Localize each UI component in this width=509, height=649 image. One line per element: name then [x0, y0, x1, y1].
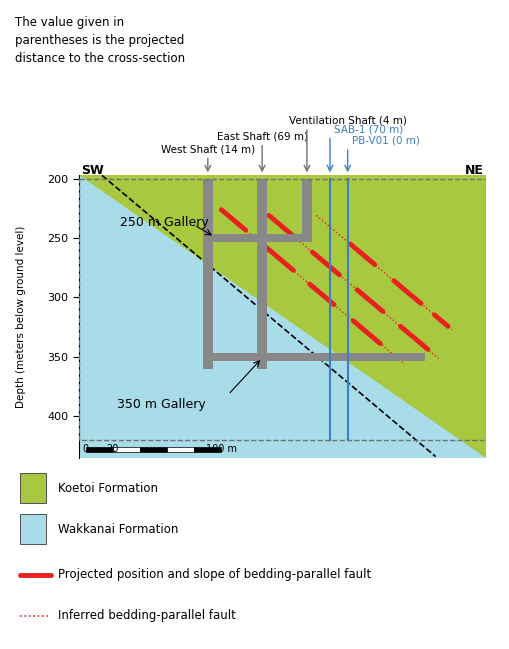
Text: East Shaft (69 m): East Shaft (69 m) [217, 131, 307, 141]
Text: 100 m: 100 m [206, 444, 237, 454]
Text: The value given in
parentheses is the projected
distance to the cross-section: The value given in parentheses is the pr… [15, 16, 185, 66]
Text: Koetoi Formation: Koetoi Formation [59, 482, 158, 495]
Bar [140, 447, 167, 452]
Text: Wakkanai Formation: Wakkanai Formation [59, 522, 179, 535]
Text: PB-V01 (0 m): PB-V01 (0 m) [352, 136, 419, 145]
Bar [203, 352, 425, 361]
Text: SAB-1 (70 m): SAB-1 (70 m) [334, 125, 403, 134]
Text: SW: SW [81, 164, 104, 177]
Text: Projected position and slope of bedding-parallel fault: Projected position and slope of bedding-… [59, 568, 372, 582]
Y-axis label: Depth (meters below ground level): Depth (meters below ground level) [16, 225, 26, 408]
Text: West Shaft (14 m): West Shaft (14 m) [161, 144, 255, 154]
Bar [20, 514, 46, 545]
Bar [194, 447, 221, 452]
Text: NE: NE [465, 164, 484, 177]
Bar [167, 447, 194, 452]
Bar [113, 447, 140, 452]
Text: 20: 20 [107, 444, 119, 454]
Bar [258, 178, 267, 369]
Text: 0: 0 [82, 444, 89, 454]
Bar [86, 447, 113, 452]
Bar [302, 178, 312, 241]
Text: 250 m Gallery: 250 m Gallery [120, 216, 208, 229]
Bar [20, 473, 46, 504]
Bar [203, 234, 312, 242]
Text: 350 m Gallery: 350 m Gallery [117, 398, 206, 411]
Text: Ventilation Shaft (4 m): Ventilation Shaft (4 m) [289, 116, 407, 126]
Polygon shape [79, 175, 486, 458]
Bar [203, 178, 213, 369]
Text: Inferred bedding-parallel fault: Inferred bedding-parallel fault [59, 609, 236, 622]
